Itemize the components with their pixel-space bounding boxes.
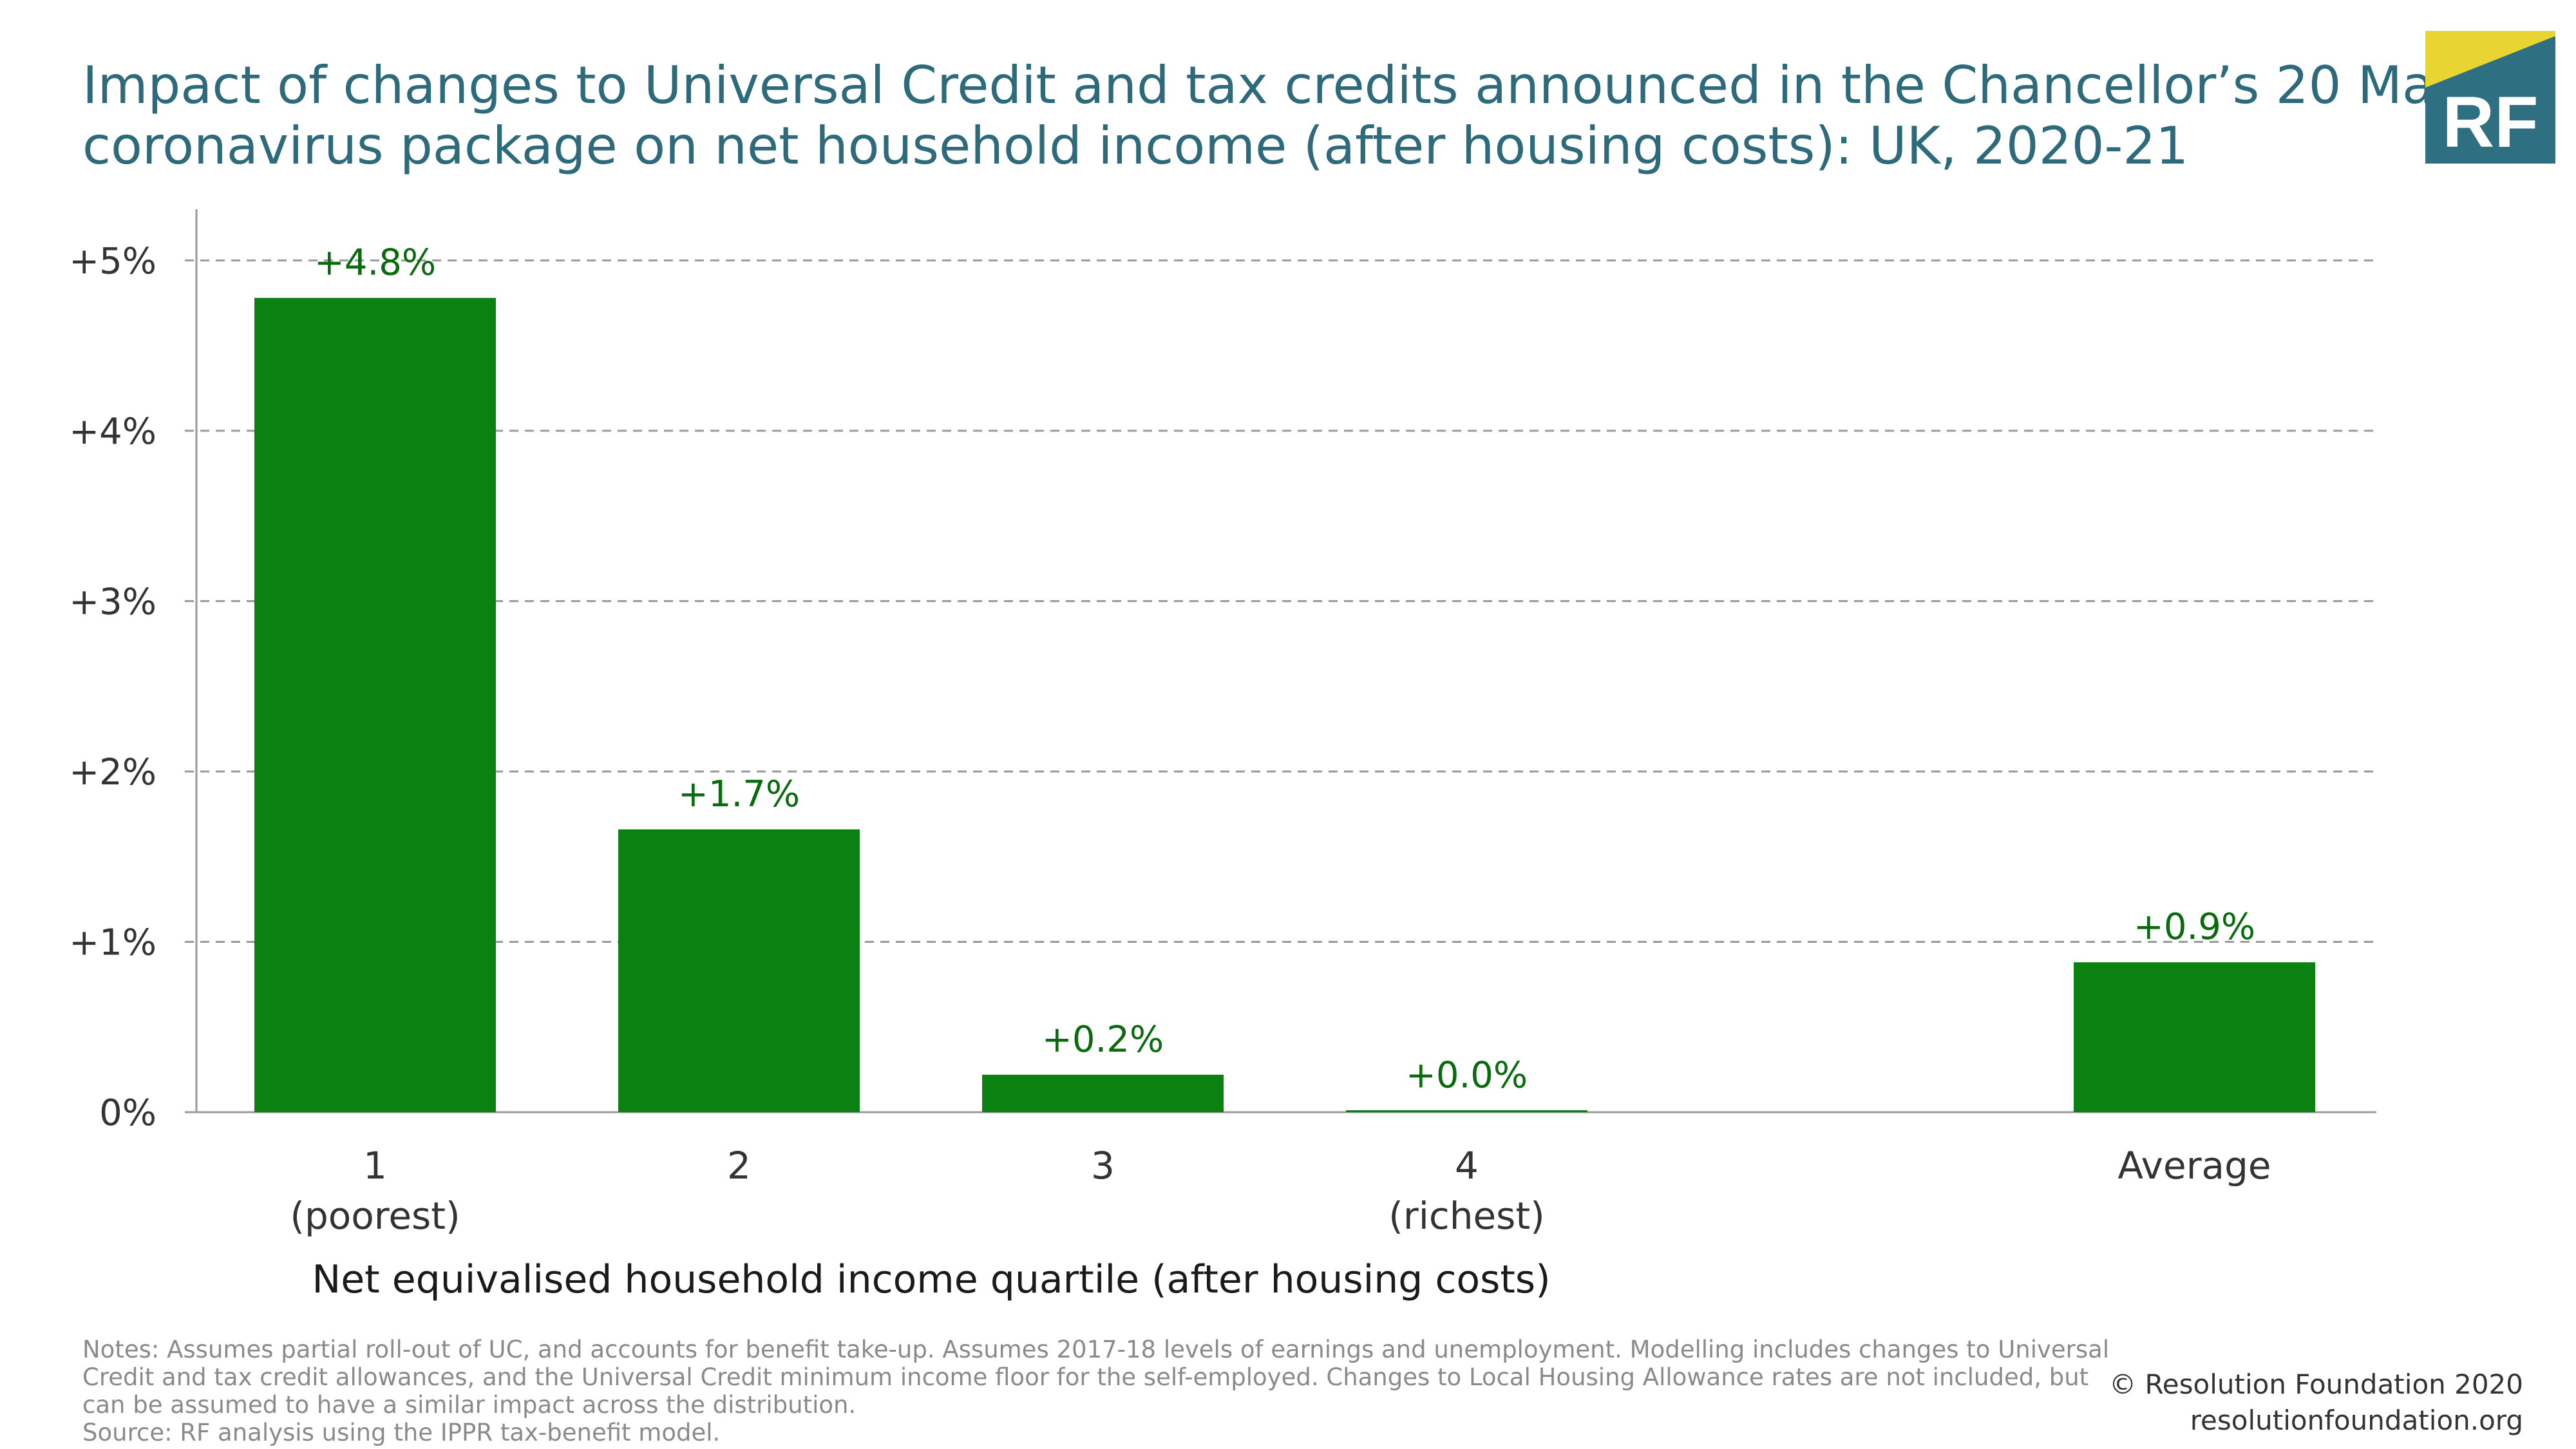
data-label: +1.7%: [678, 773, 800, 815]
rf-logo-text: RF: [2442, 82, 2538, 162]
x-tick-label: 1: [363, 1144, 387, 1188]
x-tick-label: Average: [2117, 1144, 2271, 1188]
copyright-text: © Resolution Foundation 2020: [2109, 1368, 2523, 1400]
notes-line-3: can be assumed to have a similar impact …: [82, 1391, 857, 1419]
data-label: +4.8%: [314, 242, 436, 284]
chart-title-line-1: Impact of changes to Universal Credit an…: [82, 55, 2515, 115]
rf-logo-corner: [2425, 31, 2555, 88]
bar: [254, 298, 496, 1113]
website-text: resolutionfoundation.org: [2190, 1405, 2523, 1436]
rf-logo: RF: [2425, 31, 2555, 164]
y-tick-label: +4%: [69, 411, 156, 453]
chart-title-line-2: coronavirus package on net household inc…: [82, 116, 2189, 176]
y-tick-label: 0%: [99, 1092, 156, 1134]
x-tick-label: 3: [1091, 1144, 1115, 1188]
y-tick-label: +5%: [69, 240, 156, 282]
notes-line-2: Credit and tax credit allowances, and th…: [82, 1363, 2089, 1391]
notes-line-1: Notes: Assumes partial roll-out of UC, a…: [82, 1336, 2110, 1363]
x-tick-label: 4: [1455, 1144, 1479, 1188]
x-tick-label: (richest): [1388, 1194, 1545, 1238]
bar: [2074, 962, 2315, 1112]
bar: [982, 1074, 1224, 1112]
source-line: Source: RF analysis using the IPPR tax-b…: [82, 1419, 721, 1446]
notes: Notes: Assumes partial roll-out of UC, a…: [82, 1336, 2143, 1446]
credit: © Resolution Foundation 2020 resolutionf…: [2109, 1367, 2523, 1439]
data-label: +0.0%: [1406, 1054, 1528, 1096]
bar: [1346, 1110, 1587, 1112]
x-tick-label: (poorest): [290, 1194, 460, 1238]
y-tick-label: +2%: [69, 752, 156, 793]
chart-title: Impact of changes to Universal Credit an…: [82, 55, 2515, 176]
x-axis-title: Net equivalised household income quartil…: [312, 1257, 1550, 1302]
data-label: +0.2%: [1042, 1019, 1164, 1061]
bar-chart: 0% +1% +2% +3% +4% +5% +4.8% 1 (poorest) +1.7% 2 +0…: [69, 209, 2376, 1302]
y-tick-label: +3%: [69, 581, 156, 623]
data-label: +0.9%: [2134, 906, 2255, 948]
y-tick-label: +1%: [69, 922, 156, 963]
bar: [618, 829, 860, 1112]
x-tick-label: 2: [727, 1144, 751, 1188]
